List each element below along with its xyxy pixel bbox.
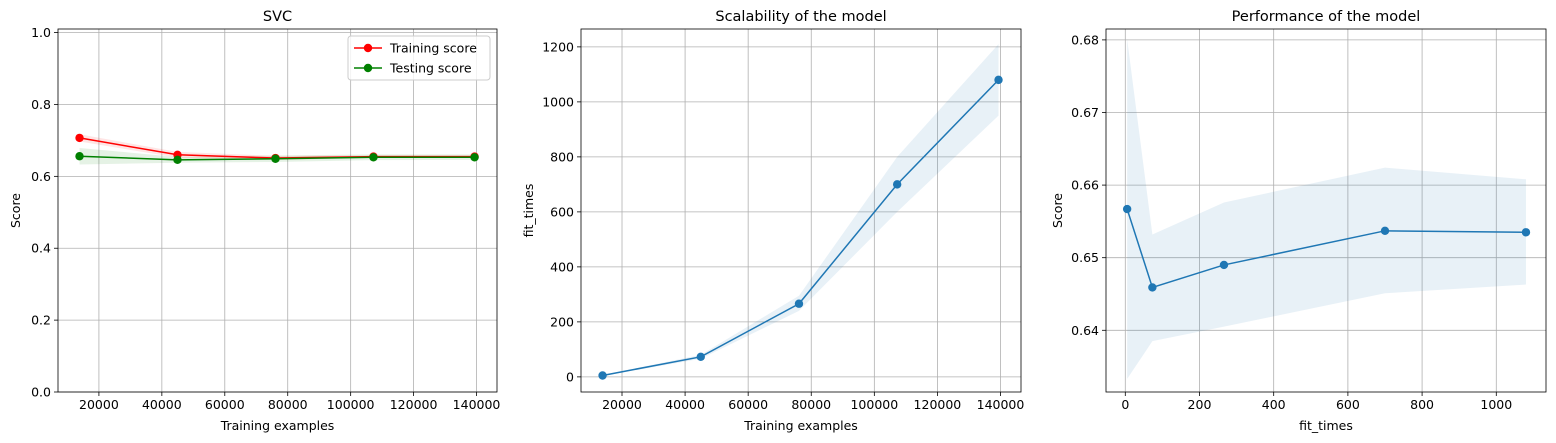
- data-point: [75, 133, 84, 143]
- x-tick-label: 140000: [977, 397, 1025, 412]
- y-tick-label: 0: [566, 369, 574, 384]
- y-tick-label: 0.66: [1071, 178, 1099, 193]
- x-tick-label: 140000: [453, 397, 501, 412]
- x-tick-label: 40000: [142, 397, 182, 412]
- x-axis-label: fit_times: [1299, 418, 1353, 433]
- x-tick-label: 0: [1121, 397, 1129, 412]
- data-point: [271, 154, 280, 163]
- y-tick-label: 800: [550, 149, 574, 164]
- chart-title: Scalability of the model: [715, 9, 886, 25]
- data-point: [1380, 226, 1390, 236]
- data-point: [1521, 228, 1531, 237]
- chart-panel-2: 20000 40000 60000 80000 100000 120000 140000 0 2…: [521, 9, 1024, 433]
- y-axis-label: Score: [8, 193, 23, 228]
- y-tick-label: 0.65: [1071, 250, 1099, 265]
- x-tick-label: 40000: [665, 397, 705, 412]
- y-tick-label: 0.68: [1071, 32, 1099, 47]
- data-point: [1219, 260, 1229, 270]
- axes-frame: [580, 28, 1022, 393]
- data-point: [470, 153, 479, 162]
- y-tick-label: 0.0: [31, 385, 51, 400]
- legend-label: Training score: [389, 41, 477, 56]
- y-tick-label: 600: [550, 204, 574, 219]
- x-tick-label: 20000: [79, 397, 119, 412]
- x-tick-label: 60000: [205, 397, 245, 412]
- data-point: [794, 299, 804, 308]
- x-tick-label: 120000: [914, 397, 962, 412]
- y-tick-label: 1200: [542, 39, 574, 54]
- data-point: [696, 352, 705, 361]
- chart-title: Performance of the model: [1232, 9, 1421, 25]
- x-tick-label: 400: [1262, 397, 1286, 412]
- x-tick-label: 120000: [390, 397, 438, 412]
- x-tick-label: 60000: [728, 397, 768, 412]
- x-tick-label: 600: [1336, 397, 1360, 412]
- x-tick-label: 1000: [1480, 397, 1512, 412]
- chart-panel-1: 20000 40000 60000 80000 100000 120000 140000 0.…: [8, 9, 500, 433]
- data-point: [75, 152, 84, 161]
- x-tick-label: 20000: [602, 397, 642, 412]
- chart-panel-3: 0 200 400 600 800 1000 0.64 0.65 0.66 0.67 0.68 Per…: [1050, 9, 1547, 433]
- legend-swatch-marker: [363, 63, 373, 73]
- plot-area: [581, 29, 1021, 392]
- axes-frame: [1105, 28, 1547, 393]
- data-point: [1122, 204, 1132, 214]
- data-point: [994, 75, 1003, 85]
- y-tick-label: 0.8: [31, 97, 51, 112]
- x-axis-label: Training examples: [743, 418, 858, 433]
- x-tick-label: 80000: [268, 397, 308, 412]
- x-tick-label: 800: [1410, 397, 1434, 412]
- legend-label: Testing score: [389, 61, 472, 76]
- plot-area: [58, 29, 497, 392]
- data-point: [369, 153, 378, 162]
- x-tick-label: 80000: [791, 397, 831, 412]
- y-axis-label: Score: [1050, 193, 1065, 228]
- y-tick-label: 0.2: [31, 313, 51, 328]
- confidence-band-1: [1127, 39, 1526, 379]
- y-tick-label: 1.0: [31, 25, 51, 40]
- y-axis-label: fit_times: [521, 184, 536, 238]
- legend-box: [347, 35, 491, 81]
- x-tick-label: 100000: [850, 397, 898, 412]
- legend-swatch-marker: [363, 43, 373, 53]
- chart-title: SVC: [263, 9, 292, 25]
- y-tick-label: 0.6: [31, 169, 51, 184]
- x-tick-label: 100000: [327, 397, 375, 412]
- x-tick-label: 200: [1188, 397, 1212, 412]
- data-point: [173, 155, 182, 165]
- y-tick-label: 400: [550, 259, 574, 274]
- y-tick-label: 0.64: [1071, 323, 1099, 338]
- data-point: [598, 371, 607, 380]
- data-point: [892, 180, 902, 189]
- data-point: [1148, 283, 1157, 292]
- y-tick-label: 0.67: [1071, 105, 1099, 120]
- plot-area: [1106, 29, 1546, 392]
- x-axis-label: Training examples: [220, 418, 335, 433]
- y-tick-label: 0.4: [31, 241, 51, 256]
- y-tick-label: 200: [550, 314, 574, 329]
- y-tick-label: 1000: [542, 94, 574, 109]
- axes-frame: [57, 28, 498, 393]
- legend: Training score Testing score: [347, 35, 491, 81]
